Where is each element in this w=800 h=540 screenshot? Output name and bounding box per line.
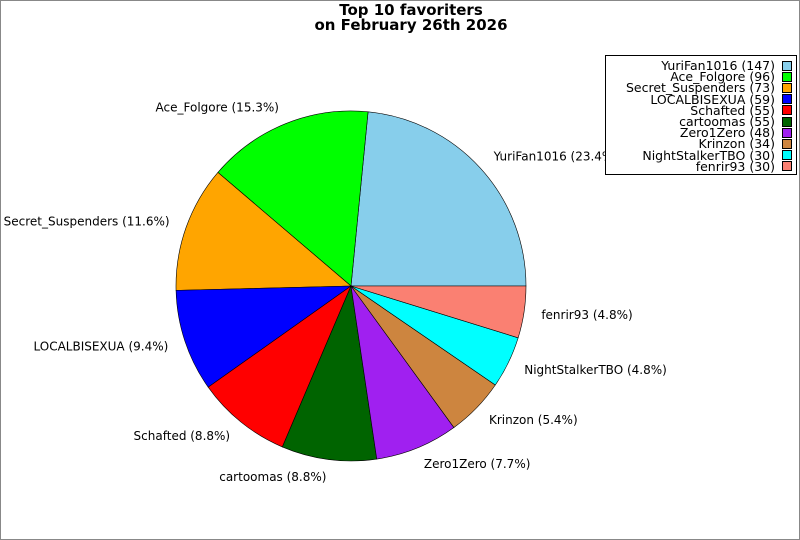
legend-label: Ace_Folgore (96) bbox=[670, 69, 775, 85]
legend-entry: Secret_Suspenders (73) bbox=[625, 80, 792, 96]
slice-label-LOCALBISEXUA: LOCALBISEXUA (9.4%) bbox=[33, 340, 168, 354]
legend-label: Zero1Zero (48) bbox=[679, 125, 775, 141]
chart-title: Top 10 favoriters on February 26th 2026 bbox=[1, 1, 799, 34]
legend-entry: Zero1Zero (48) bbox=[679, 125, 792, 141]
slice-label-Secret_Suspenders: Secret_Suspenders (11.6%) bbox=[4, 215, 170, 229]
legend-swatch bbox=[782, 161, 792, 172]
slice-label-cartoomas: cartoomas (8.8%) bbox=[219, 470, 326, 484]
pie-slice-Ace_Folgore bbox=[217, 110, 369, 287]
legend-entry: LOCALBISEXUA (59) bbox=[650, 91, 792, 107]
slice-label-fenrir93: fenrir93 (4.8%) bbox=[541, 308, 632, 322]
legend-label: YuriFan1016 (147) bbox=[661, 58, 775, 73]
slice-label-Krinzon: Krinzon (5.4%) bbox=[489, 413, 578, 427]
slice-label-Zero1Zero: Zero1Zero (7.7%) bbox=[424, 457, 531, 471]
legend-label: cartoomas (55) bbox=[679, 114, 775, 129]
legend-entry: Ace_Folgore (96) bbox=[670, 69, 792, 85]
legend-swatch bbox=[782, 71, 792, 82]
legend-entry: Krinzon (34) bbox=[698, 136, 792, 152]
legend-swatch bbox=[782, 105, 792, 116]
legend-label: NightStalkerTBO (30) bbox=[642, 147, 775, 163]
slice-label-Schafted: Schafted (8.8%) bbox=[134, 429, 231, 443]
pie-slice-Secret_Suspenders bbox=[175, 171, 352, 291]
slice-label-Ace_Folgore: Ace_Folgore (15.3%) bbox=[156, 100, 279, 114]
pie-slice-YuriFan1016 bbox=[350, 111, 527, 287]
legend-label: Krinzon (34) bbox=[698, 136, 776, 152]
slice-label-NightStalkerTBO: NightStalkerTBO (4.8%) bbox=[524, 363, 667, 377]
legend-swatch bbox=[782, 138, 792, 149]
legend-swatch bbox=[782, 116, 792, 127]
legend-entry: Schafted (55) bbox=[690, 102, 792, 118]
legend-label: Schafted (55) bbox=[690, 102, 775, 118]
legend-swatch bbox=[782, 82, 792, 93]
legend-entry: cartoomas (55) bbox=[679, 114, 792, 129]
legend-label: fenrir93 (30) bbox=[695, 158, 775, 174]
legend-label: LOCALBISEXUA (59) bbox=[650, 91, 775, 107]
legend: YuriFan1016 (147) Ace_Folgore (96) Secret_… bbox=[605, 55, 797, 175]
legend-swatch bbox=[782, 127, 792, 138]
legend-swatch bbox=[782, 94, 792, 105]
title-line-1: Top 10 favoriters bbox=[339, 1, 483, 19]
pie-slice-LOCALBISEXUA bbox=[175, 285, 352, 388]
legend-entry: NightStalkerTBO (30) bbox=[642, 147, 792, 163]
legend-entry: YuriFan1016 (147) bbox=[661, 58, 792, 73]
legend-label: Secret_Suspenders (73) bbox=[625, 80, 775, 96]
slice-label-YuriFan1016: YuriFan1016 (23.4%) bbox=[493, 150, 618, 164]
legend-swatch bbox=[782, 150, 792, 161]
legend-swatch bbox=[782, 60, 792, 71]
pie-slice-fenrir93 bbox=[350, 285, 527, 339]
pie-slice-Schafted bbox=[207, 285, 352, 448]
legend-entry: fenrir93 (30) bbox=[695, 158, 792, 174]
pie-slice-cartoomas bbox=[281, 284, 378, 462]
title-line-2: on February 26th 2026 bbox=[314, 16, 508, 34]
